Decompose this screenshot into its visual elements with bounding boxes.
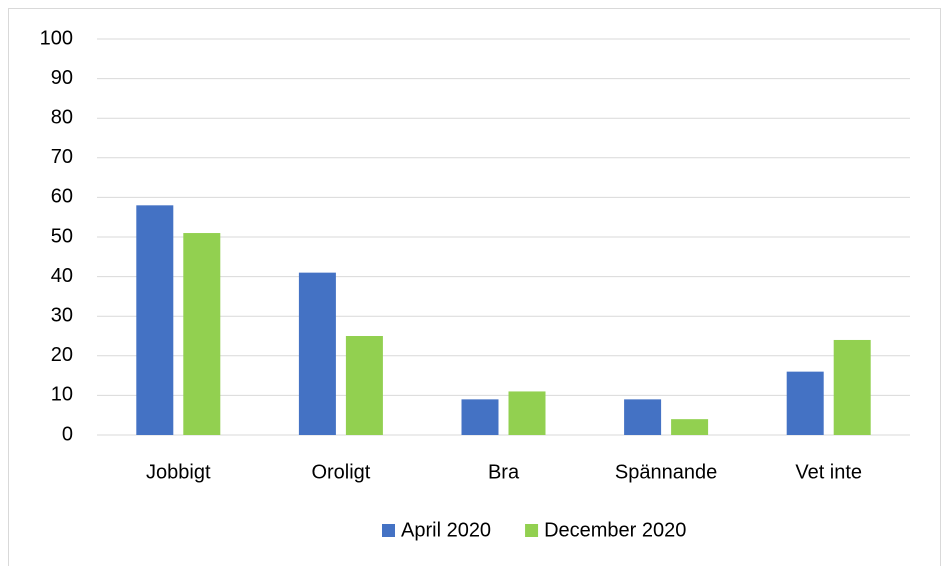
y-tick-label: 20 [51,344,73,366]
bar [508,391,546,435]
x-tick-label: Spännande [615,461,717,483]
legend-swatch [525,524,539,537]
y-tick-label: 10 [51,384,73,406]
y-tick-label: 40 [51,265,73,287]
x-tick-label: Vet inte [795,461,862,483]
bar [671,419,709,435]
bar [136,205,174,435]
x-tick-label: Jobbigt [146,461,211,483]
bar [461,399,499,435]
bar [786,371,824,435]
bar [833,339,871,435]
legend-label: April 2020 [401,519,491,541]
y-tick-label: 30 [51,304,73,326]
y-tick-label: 60 [51,186,73,208]
x-tick-label: Bra [488,461,520,483]
bar [345,336,383,435]
y-tick-label: 50 [51,225,73,247]
y-tick-label: 100 [40,27,73,49]
bar [183,233,221,435]
x-tick-label: Oroligt [311,461,370,483]
y-tick-label: 80 [51,106,73,128]
y-tick-label: 70 [51,146,73,168]
legend-swatch [382,524,395,537]
y-tick-label: 90 [51,67,73,89]
bar [624,399,662,435]
bar [298,272,336,435]
y-tick-label: 0 [62,423,73,445]
legend-label: December 2020 [544,519,686,541]
